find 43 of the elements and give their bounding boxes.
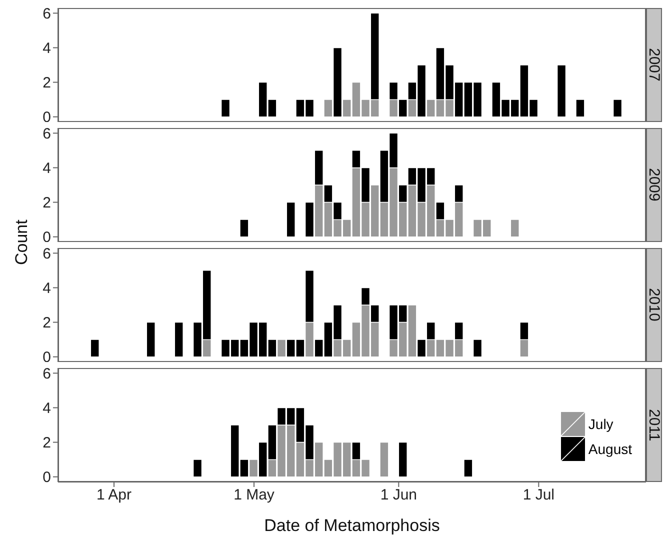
y-tick-label: 6: [42, 366, 51, 383]
bar: [192, 459, 202, 478]
legend-label: August: [588, 441, 632, 457]
y-tick-label: 4: [42, 160, 51, 178]
bar: [464, 459, 473, 478]
y-tick-label: 4: [42, 40, 51, 58]
bar: [472, 339, 482, 358]
bar: [174, 322, 184, 358]
bar: [398, 442, 408, 478]
text: 2007: [646, 48, 662, 82]
y-tick-label: 2: [42, 434, 51, 452]
y-tick-label: 0: [42, 349, 51, 366]
x-tick-label: 1 May: [234, 486, 275, 504]
bar: [220, 99, 230, 118]
bar: [146, 322, 156, 358]
x-axis-title: Date of Metamorphosis: [263, 516, 441, 536]
y-axis-title: Count: [12, 220, 32, 265]
bar: [90, 339, 100, 358]
x-tick-label: 1 Apr: [96, 486, 132, 504]
text: 2010: [646, 288, 662, 322]
y-tick-label: 2: [42, 74, 51, 92]
bar: [286, 202, 296, 238]
bar: [576, 99, 585, 118]
x-tick-label: 1 Jul: [522, 486, 555, 504]
legend-label: July: [588, 416, 614, 432]
y-tick-label: 4: [42, 280, 51, 298]
y-tick-label: 6: [42, 126, 51, 143]
text: 2011: [646, 408, 662, 442]
x-tick-label: 1 Jun: [380, 486, 418, 504]
y-tick-label: 2: [42, 194, 51, 212]
y-tick-label: 2: [42, 314, 51, 332]
y-tick-label: 0: [42, 109, 51, 126]
bar: [380, 442, 389, 478]
y-tick-label: 6: [42, 246, 51, 263]
y-tick-label: 0: [42, 469, 51, 486]
y-tick-label: 6: [42, 6, 51, 23]
text: 2009: [646, 168, 662, 202]
bar: [612, 99, 622, 118]
y-tick-label: 0: [42, 229, 51, 246]
bar: [240, 219, 249, 238]
y-tick-label: 4: [42, 400, 51, 418]
bar: [556, 64, 566, 118]
bar: [510, 219, 520, 238]
